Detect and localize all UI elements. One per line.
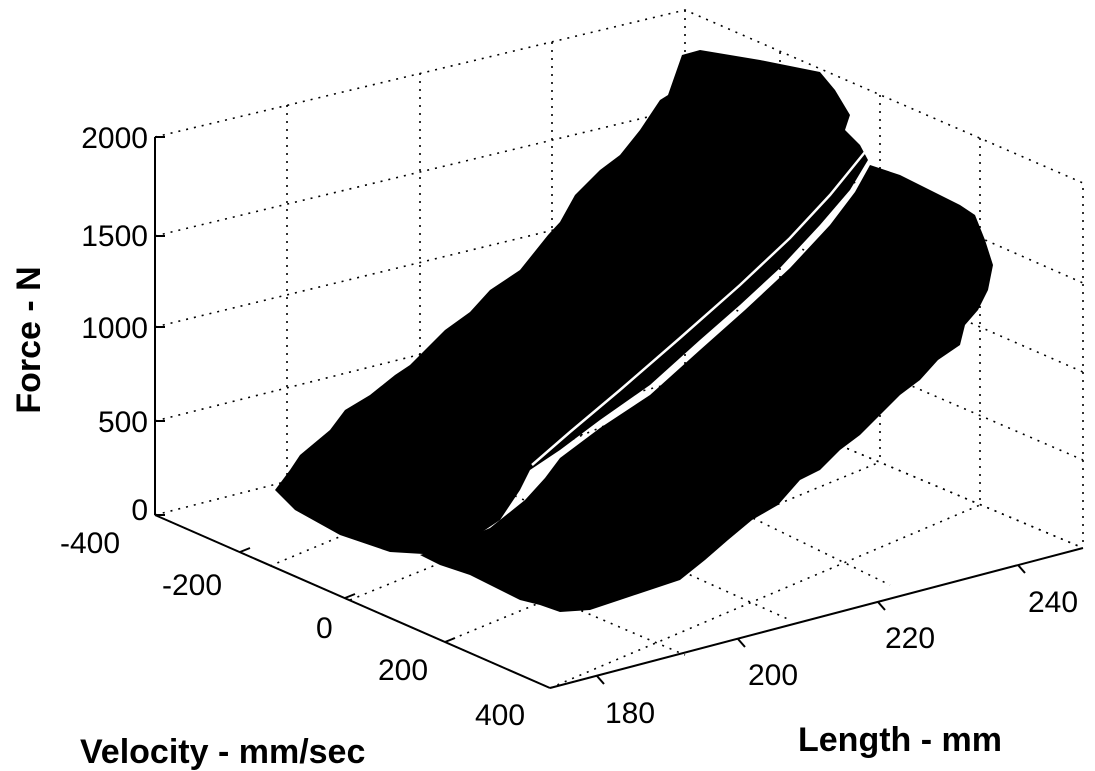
z-tick-1000: 1000: [81, 312, 148, 345]
z-axis-title: Force - N: [10, 266, 48, 413]
z-tick-0: 0: [131, 494, 148, 527]
y-tick-labels: -400 -200 0 200 400: [60, 527, 525, 732]
x-axis-title: Length - mm: [798, 721, 1002, 759]
surface-patch-positive-velocity: [420, 165, 993, 612]
surface-patch-negative-velocity: [275, 50, 868, 555]
z-tick-labels: 2000 1500 1000 500 0: [81, 122, 148, 527]
surface: [275, 50, 993, 612]
y-tick-neg400: -400: [60, 527, 120, 560]
x-tick-240: 240: [1028, 586, 1078, 619]
zero-velocity-curve: [531, 151, 866, 466]
z-tick-500: 500: [98, 406, 148, 439]
z-tick-1500: 1500: [81, 220, 148, 253]
x-tick-220: 220: [885, 622, 935, 655]
tick-marks: [155, 136, 1026, 685]
x-tick-180: 180: [605, 697, 655, 730]
y-tick-400: 400: [475, 699, 525, 732]
y-tick-neg200: -200: [162, 569, 222, 602]
y-axis-title: Velocity - mm/sec: [80, 733, 365, 771]
y-tick-0: 0: [316, 612, 333, 645]
z-tick-2000: 2000: [81, 122, 148, 155]
x-tick-labels: 180 200 220 240: [605, 586, 1078, 730]
y-tick-200: 200: [378, 654, 428, 687]
x-tick-200: 200: [748, 659, 798, 692]
